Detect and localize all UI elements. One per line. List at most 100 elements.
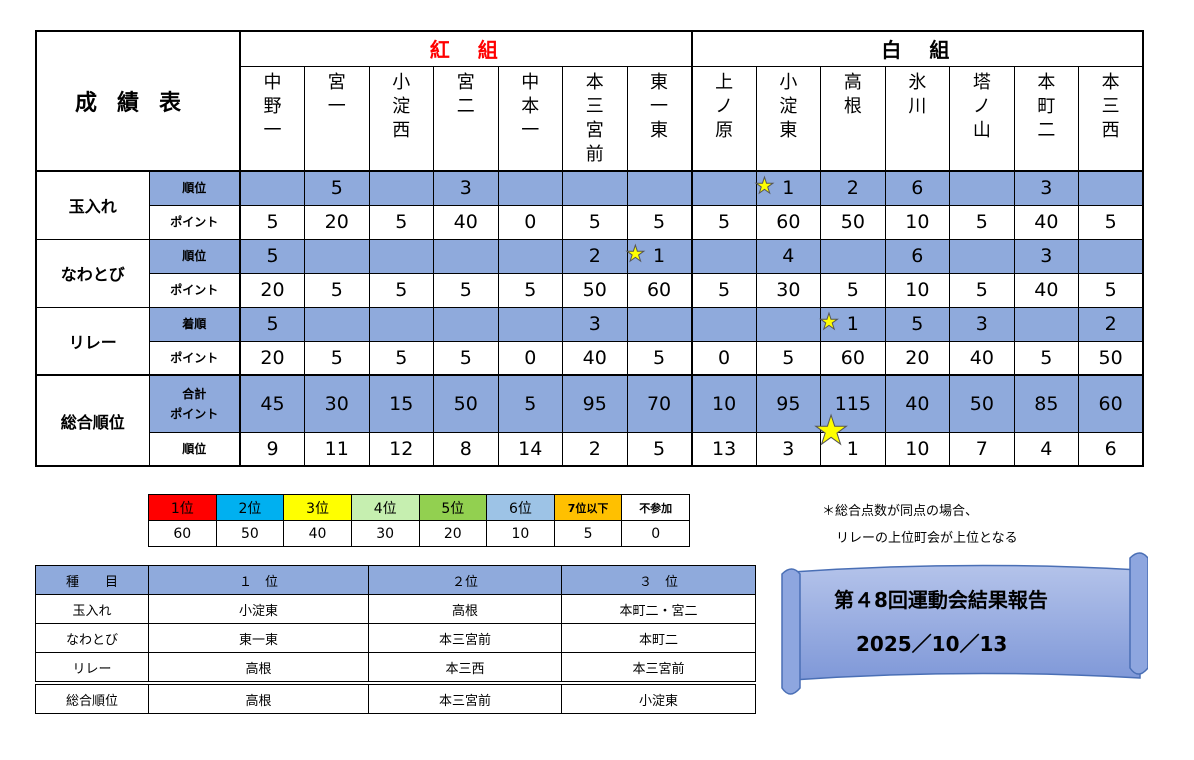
score-value: 5 bbox=[846, 279, 859, 301]
score-value: 1 bbox=[782, 177, 795, 200]
score-cell: 40 bbox=[1013, 272, 1080, 308]
score-value: 70 bbox=[646, 392, 672, 415]
score-cell: 5 bbox=[626, 340, 693, 376]
score-value: 6 bbox=[911, 177, 924, 200]
score-value: 0 bbox=[524, 346, 537, 369]
score-value: 50 bbox=[453, 392, 478, 415]
score-cell: 5 bbox=[626, 431, 693, 467]
score-cell: 5 bbox=[820, 272, 886, 308]
score-value: 60 bbox=[776, 211, 801, 233]
score-value: 60 bbox=[1098, 392, 1123, 415]
summary-header: １ 位 bbox=[148, 565, 369, 595]
legend-points: 60 bbox=[148, 520, 217, 547]
summary-header: ２位 bbox=[368, 565, 562, 595]
score-cell: 13 bbox=[690, 431, 757, 467]
school-name: 本三西 bbox=[1078, 65, 1144, 172]
score-cell bbox=[755, 306, 822, 342]
score-cell: 7 bbox=[949, 431, 1015, 467]
score-cell: 0 bbox=[497, 204, 564, 240]
score-cell bbox=[368, 170, 435, 206]
score-cell: 1 ★ bbox=[819, 306, 886, 342]
score-cell bbox=[626, 306, 693, 342]
score-value: 5 bbox=[266, 211, 279, 233]
score-value: 5 bbox=[1104, 211, 1117, 233]
score-cell: 3 bbox=[433, 170, 499, 206]
score-cell bbox=[949, 238, 1015, 274]
score-value: 3 bbox=[782, 437, 795, 460]
score-value: 1 bbox=[846, 313, 859, 335]
score-cell: 15 bbox=[368, 374, 435, 433]
row-label: ポイント bbox=[148, 272, 241, 308]
note-line: ＊総合点数が同点の場合、 bbox=[822, 504, 979, 519]
star-icon: ★ bbox=[819, 309, 840, 335]
score-cell: 1 ★ bbox=[625, 238, 693, 274]
summary-cell: 東一東 bbox=[148, 623, 369, 653]
score-cell: 5 bbox=[562, 204, 628, 240]
score-cell: 5 bbox=[433, 340, 499, 376]
score-value: 5 bbox=[330, 177, 343, 200]
school-name-text: 本町二 bbox=[1037, 71, 1056, 141]
score-value: 5 bbox=[524, 392, 537, 415]
score-value: 50 bbox=[582, 279, 607, 301]
score-cell: 5 bbox=[1078, 204, 1144, 240]
school-name-text: 高根 bbox=[843, 71, 862, 117]
score-cell: 60 bbox=[626, 272, 693, 308]
score-cell bbox=[690, 306, 757, 342]
score-value: 12 bbox=[389, 437, 414, 460]
legend-rank: 1位 bbox=[148, 494, 217, 521]
score-value: 40 bbox=[969, 346, 994, 369]
score-cell: 5 bbox=[368, 340, 435, 376]
score-value: 20 bbox=[260, 279, 285, 301]
school-name-text: 上ノ原 bbox=[715, 71, 734, 141]
score-value: 2 bbox=[588, 245, 601, 267]
score-cell: 10 bbox=[884, 272, 951, 308]
row-label: 順位 bbox=[148, 170, 241, 206]
score-cell bbox=[433, 238, 499, 274]
score-value: 20 bbox=[260, 346, 285, 369]
score-value: 1 bbox=[846, 437, 859, 460]
event-name: リレー bbox=[35, 306, 150, 376]
score-table: 成績表紅 組白 組中野一 宮一 小淀西 宮二 中本一 本三宮前 東一東 上ノ原 小淀東 高根 氷川塔… bbox=[35, 30, 1145, 467]
legend-rank: 2位 bbox=[215, 494, 285, 521]
score-cell: 85 bbox=[1013, 374, 1080, 433]
score-cell: 5 bbox=[304, 272, 370, 308]
legend-points: 10 bbox=[486, 520, 555, 547]
school-name-text: 本三宮前 bbox=[585, 71, 604, 165]
score-cell bbox=[562, 170, 628, 206]
score-cell: 45 bbox=[239, 374, 306, 433]
score-value: 8 bbox=[459, 437, 472, 460]
score-cell: 8 bbox=[433, 431, 499, 467]
legend-points: 5 bbox=[553, 520, 623, 547]
score-value: 95 bbox=[776, 392, 801, 415]
score-value: 5 bbox=[911, 313, 924, 335]
school-name-text: 氷川 bbox=[908, 71, 927, 117]
score-cell: 2 bbox=[562, 431, 628, 467]
score-cell: 5 bbox=[690, 204, 757, 240]
score-value: 5 bbox=[653, 211, 666, 233]
score-value: 10 bbox=[905, 211, 930, 233]
score-cell: 50 bbox=[949, 374, 1015, 433]
score-cell: 40 bbox=[949, 340, 1015, 376]
score-value: 5 bbox=[266, 313, 279, 335]
legend-rank: 5位 bbox=[418, 494, 488, 521]
score-cell bbox=[497, 306, 564, 342]
score-cell: 5 bbox=[690, 272, 757, 308]
score-value: 5 bbox=[1104, 279, 1117, 301]
star-icon: ★ bbox=[625, 241, 646, 267]
score-value: 7 bbox=[975, 437, 988, 460]
summary-event: 玉入れ bbox=[35, 594, 149, 624]
school-name-text: 東一東 bbox=[650, 71, 669, 141]
score-cell bbox=[1078, 170, 1144, 206]
score-cell: 10 bbox=[690, 374, 757, 433]
score-cell: 5 bbox=[755, 340, 822, 376]
legend-points: 0 bbox=[621, 520, 690, 547]
summary-cell: 小淀東 bbox=[561, 681, 756, 714]
score-value: 5 bbox=[459, 346, 472, 369]
score-cell bbox=[626, 170, 693, 206]
score-value: 5 bbox=[588, 211, 601, 233]
school-name: 東一東 bbox=[626, 65, 693, 172]
score-cell: 40 bbox=[1013, 204, 1080, 240]
school-name: 本三宮前 bbox=[562, 65, 628, 172]
school-name: 中本一 bbox=[497, 65, 564, 172]
event-name: 総合順位 bbox=[35, 374, 150, 467]
